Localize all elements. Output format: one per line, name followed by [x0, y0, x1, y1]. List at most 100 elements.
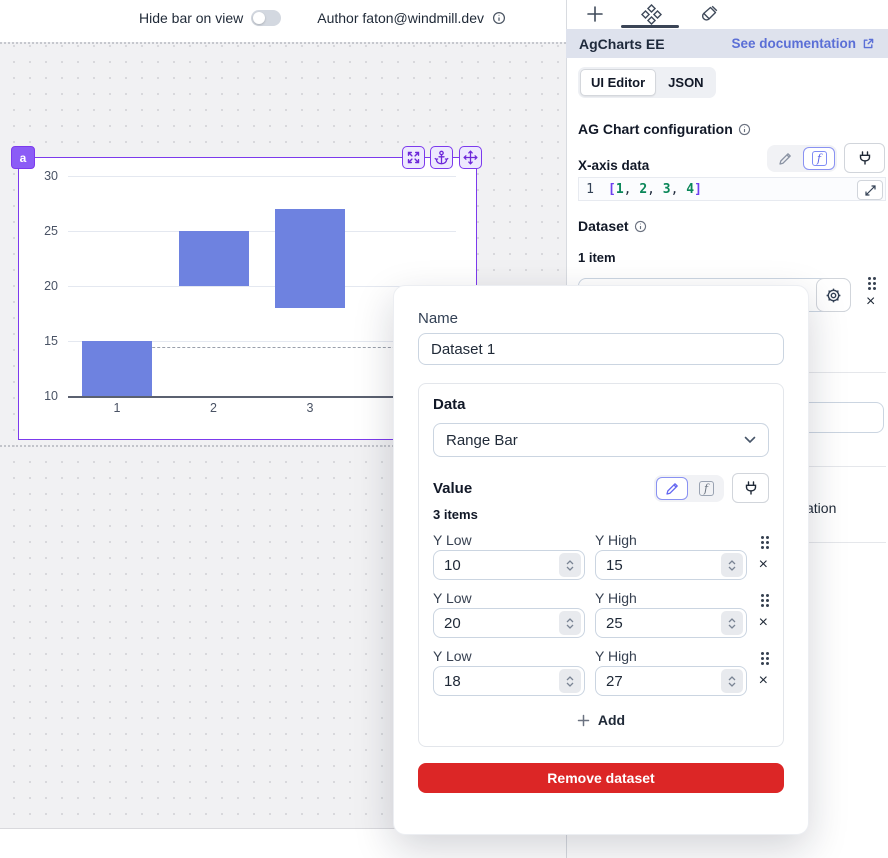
pencil-icon [778, 151, 793, 166]
x-tick-label: 2 [210, 401, 217, 415]
external-link-icon [862, 37, 875, 50]
row-drag-handle[interactable] [761, 594, 769, 607]
move-component-button[interactable] [459, 146, 482, 169]
crosshair-line [82, 346, 456, 348]
active-tab-underline [621, 25, 679, 28]
plug-icon [743, 480, 759, 496]
y-low-input[interactable]: 20 [433, 608, 585, 638]
range-bar[interactable] [82, 341, 152, 396]
row-remove-icon[interactable]: × [758, 672, 768, 689]
pencil-icon [665, 481, 680, 496]
xaxis-code-editor[interactable]: 1 [1, 2, 3, 4] [578, 177, 886, 201]
xaxis-data-label: X-axis data [578, 158, 650, 173]
row-remove-icon[interactable]: × [758, 556, 768, 573]
hide-bar-toggle[interactable] [251, 10, 282, 26]
grid-row-separator [0, 445, 566, 447]
anchor-component-button[interactable] [430, 146, 453, 169]
row-remove-icon[interactable]: × [758, 614, 768, 631]
expand-component-button[interactable] [402, 146, 425, 169]
function-icon: f [698, 480, 714, 496]
y-high-label: Y High [595, 648, 637, 664]
y-high-label: Y High [595, 590, 637, 606]
see-documentation-link[interactable]: See documentation [731, 36, 875, 51]
row-drag-handle[interactable] [761, 652, 769, 665]
tab-insert[interactable] [583, 2, 607, 26]
gridline [68, 341, 456, 342]
chevron-down-icon [744, 436, 756, 444]
author-label: Author faton@windmill.dev [317, 10, 484, 26]
number-stepper[interactable] [559, 611, 581, 635]
plug-icon [857, 150, 873, 166]
tab-json[interactable]: JSON [668, 75, 704, 90]
move-icon [463, 150, 478, 165]
static-mode-button[interactable] [656, 476, 688, 500]
value-row-3: Y Low Y High 18 27 × [433, 646, 769, 696]
component-id-badge[interactable]: a [11, 146, 35, 169]
hidden-heading-fragment: ation [806, 500, 837, 516]
y-low-input[interactable]: 10 [433, 550, 585, 580]
y-high-input[interactable]: 25 [595, 608, 747, 638]
dataset-name-input[interactable]: Dataset 1 [418, 333, 784, 365]
y-tick-label: 20 [44, 279, 58, 293]
y-low-input[interactable]: 18 [433, 666, 585, 696]
add-item-button[interactable]: Add [433, 704, 769, 736]
value-label: Value [433, 479, 473, 497]
remove-dataset-button[interactable]: Remove dataset [418, 763, 784, 793]
value-row-1: Y Low Y High 10 15 × [433, 530, 769, 580]
toggle-knob [253, 12, 266, 24]
section-heading: AG Chart configuration [578, 121, 751, 137]
y-low-label: Y Low [433, 590, 472, 606]
tab-styling[interactable] [696, 2, 720, 26]
dataset-settings-button[interactable] [816, 278, 851, 312]
name-label: Name [418, 310, 459, 327]
y-high-input[interactable]: 15 [595, 550, 747, 580]
y-high-input[interactable]: 27 [595, 666, 747, 696]
brush-icon [699, 5, 718, 24]
connect-button[interactable] [732, 473, 769, 503]
tab-components[interactable] [638, 1, 664, 27]
value-input-mode: f [654, 474, 724, 502]
y-low-label: Y Low [433, 648, 472, 664]
line-number: 1 [586, 181, 594, 197]
info-icon[interactable] [738, 123, 751, 136]
tab-ui-editor[interactable]: UI Editor [580, 69, 657, 96]
value-row-2: Y Low Y High 20 25 × [433, 588, 769, 638]
static-mode-button[interactable] [769, 147, 801, 170]
range-bar[interactable] [275, 209, 345, 308]
y-tick-label: 10 [44, 389, 58, 403]
row-drag-handle[interactable] [761, 536, 769, 549]
dataset-count: 1 item [578, 250, 616, 265]
number-stepper[interactable] [721, 669, 743, 693]
eval-mode-button[interactable]: f [690, 477, 722, 500]
eval-mode-button[interactable]: f [803, 147, 835, 170]
expand-editor-button[interactable] [857, 180, 883, 200]
data-section: Data Range Bar Value [418, 383, 784, 747]
gridline [68, 176, 456, 177]
connect-button[interactable] [844, 143, 885, 173]
number-stepper[interactable] [721, 611, 743, 635]
y-low-label: Y Low [433, 532, 472, 548]
number-stepper[interactable] [559, 553, 581, 577]
number-stepper[interactable] [721, 553, 743, 577]
info-icon[interactable] [492, 11, 506, 25]
gear-icon [825, 287, 842, 304]
xaxis-input-mode: f [767, 145, 837, 172]
diagonal-expand-icon [864, 184, 876, 196]
hide-bar-label: Hide bar on view [138, 10, 244, 26]
y-tick-label: 30 [44, 169, 58, 183]
range-bar[interactable] [178, 231, 249, 286]
x-tick-label: 1 [113, 401, 121, 415]
y-tick-label: 25 [44, 224, 58, 238]
code-content: [1, 2, 3, 4] [608, 181, 702, 197]
y-tick-label: 15 [44, 334, 58, 348]
y-high-label: Y High [595, 532, 637, 548]
component-header-band: AgCharts EE See documentation [566, 29, 888, 58]
plus-icon [586, 5, 604, 23]
dataset-drag-handle[interactable] [868, 277, 876, 290]
anchor-icon [434, 150, 449, 165]
number-stepper[interactable] [559, 669, 581, 693]
dataset-remove-icon[interactable]: × [866, 293, 876, 310]
maximize-icon [407, 151, 420, 164]
chart-type-select[interactable]: Range Bar [433, 423, 769, 457]
info-icon[interactable] [634, 220, 647, 233]
